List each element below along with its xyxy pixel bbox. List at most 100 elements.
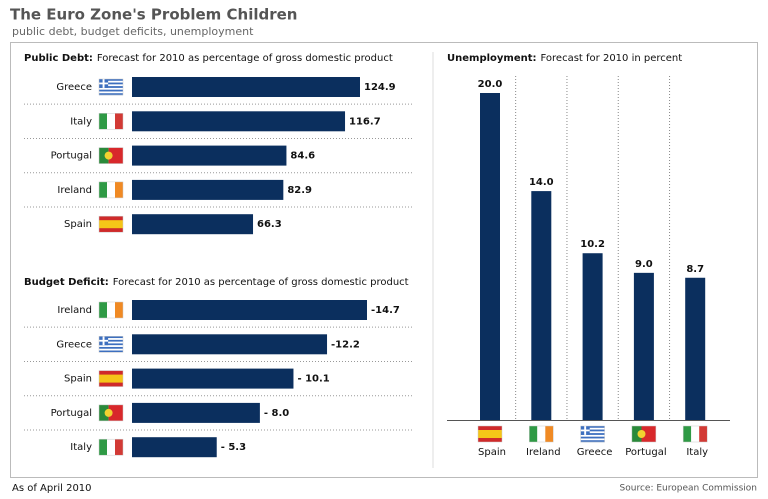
flag-stripe — [631, 426, 642, 442]
category-label: Portugal — [51, 408, 92, 419]
chart-subtitle: Forecast for 2010 as percentage of gross… — [97, 53, 393, 64]
flag-stripe — [580, 426, 605, 428]
bar — [132, 179, 284, 200]
flag-cross — [584, 426, 587, 435]
flag-emblem — [637, 430, 646, 438]
flag-border — [98, 336, 124, 353]
flag-stripe — [115, 181, 123, 198]
value-label: -14.7 — [371, 305, 400, 316]
bar — [582, 253, 603, 420]
flag-border — [631, 425, 657, 443]
bar — [633, 272, 654, 420]
flag-stripe — [99, 439, 107, 456]
flag-border — [98, 370, 124, 387]
flag-border — [580, 425, 605, 443]
flag-stripe — [641, 426, 656, 442]
chart-title-bold: Budget Deficit: — [24, 277, 109, 288]
flag-emblem — [104, 151, 113, 160]
flag-stripe — [545, 426, 554, 442]
bar — [132, 334, 328, 355]
category-label: Italy — [70, 442, 92, 453]
category-label: Greece — [577, 447, 613, 458]
bar — [685, 277, 706, 420]
category-label: Spain — [478, 447, 506, 458]
flag-stripe — [99, 346, 123, 349]
value-label: 82.9 — [287, 185, 312, 196]
chart-title-bold: Unemployment: — [447, 53, 537, 64]
flag-stripe — [99, 404, 109, 421]
flag-stripe — [99, 350, 123, 353]
flag-stripe — [691, 426, 700, 442]
flag-cross — [102, 336, 105, 346]
flag-stripe — [99, 374, 123, 383]
flag-stripe — [108, 147, 123, 164]
value-label: 66.3 — [257, 219, 282, 230]
category-label: Portugal — [625, 447, 666, 458]
bar — [132, 77, 360, 97]
flag-stripe — [99, 147, 109, 164]
flag-stripe — [107, 302, 115, 318]
flag-stripe — [99, 84, 123, 87]
flag-stripe — [99, 343, 123, 346]
flag-stripe — [99, 86, 123, 89]
category-label: Greece — [56, 82, 92, 93]
flag-stripe — [529, 426, 538, 442]
source: Source: European Commission — [620, 484, 757, 494]
flag-stripe — [99, 220, 123, 229]
flag-stripe — [107, 181, 115, 198]
bar — [480, 93, 500, 420]
frame — [10, 42, 758, 478]
flag-stripe — [108, 404, 123, 421]
flag-stripe — [478, 430, 502, 438]
value-label: - 10.1 — [297, 374, 329, 385]
category-label: Ireland — [526, 447, 561, 458]
flag-stripe — [580, 431, 605, 434]
flag-border — [98, 147, 124, 164]
bar — [132, 111, 346, 132]
chart-title: Public Debt: Forecast for 2010 as percent… — [24, 53, 393, 64]
chart-title-bold: Public Debt: — [24, 53, 93, 64]
chart-title: Unemployment: Forecast for 2010 in percen… — [447, 53, 682, 64]
flag-stripe — [580, 440, 605, 443]
flag-stripe — [99, 341, 123, 344]
value-label: 10.2 — [580, 239, 605, 250]
flag-stripe — [99, 79, 123, 81]
flag-stripe — [107, 113, 115, 130]
flag-stripe — [99, 338, 123, 341]
value-label: 9.0 — [635, 259, 653, 270]
bar — [132, 214, 254, 235]
flag-stripe — [99, 89, 123, 92]
flag-stripe — [699, 426, 708, 442]
flag-stripe — [683, 426, 692, 442]
bar — [132, 402, 260, 423]
category-label: Portugal — [51, 151, 92, 162]
bar — [531, 191, 552, 420]
value-label: 14.0 — [529, 177, 554, 188]
category-label: Ireland — [57, 305, 92, 316]
flag-stripe — [99, 91, 123, 94]
flag-stripe — [99, 82, 123, 85]
page-title: The Euro Zone's Problem Children — [10, 6, 298, 24]
flag-border — [98, 404, 124, 422]
page-subtitle: public debt, budget deficits, unemployme… — [12, 25, 254, 38]
bar — [132, 437, 217, 458]
category-label: Spain — [64, 374, 92, 385]
flag-stripe — [99, 345, 123, 348]
category-label: Greece — [56, 339, 92, 350]
flag-stripe — [580, 436, 605, 439]
value-label: - 8.0 — [264, 408, 289, 419]
value-label: 8.7 — [686, 264, 704, 275]
flag-border — [98, 215, 124, 233]
flag-cross — [102, 79, 105, 88]
flag-emblem — [104, 408, 113, 417]
flag-border — [98, 301, 124, 319]
flag-stripe — [99, 302, 107, 318]
value-label: 116.7 — [349, 116, 381, 127]
chart-title: Budget Deficit: Forecast for 2010 as perc… — [24, 277, 409, 288]
flag-border — [98, 438, 124, 456]
flag-stripe — [99, 113, 107, 130]
flag-stripe — [580, 434, 605, 437]
flag-stripe — [99, 339, 123, 342]
chart-subtitle: Forecast for 2010 as percentage of gross… — [113, 277, 409, 288]
